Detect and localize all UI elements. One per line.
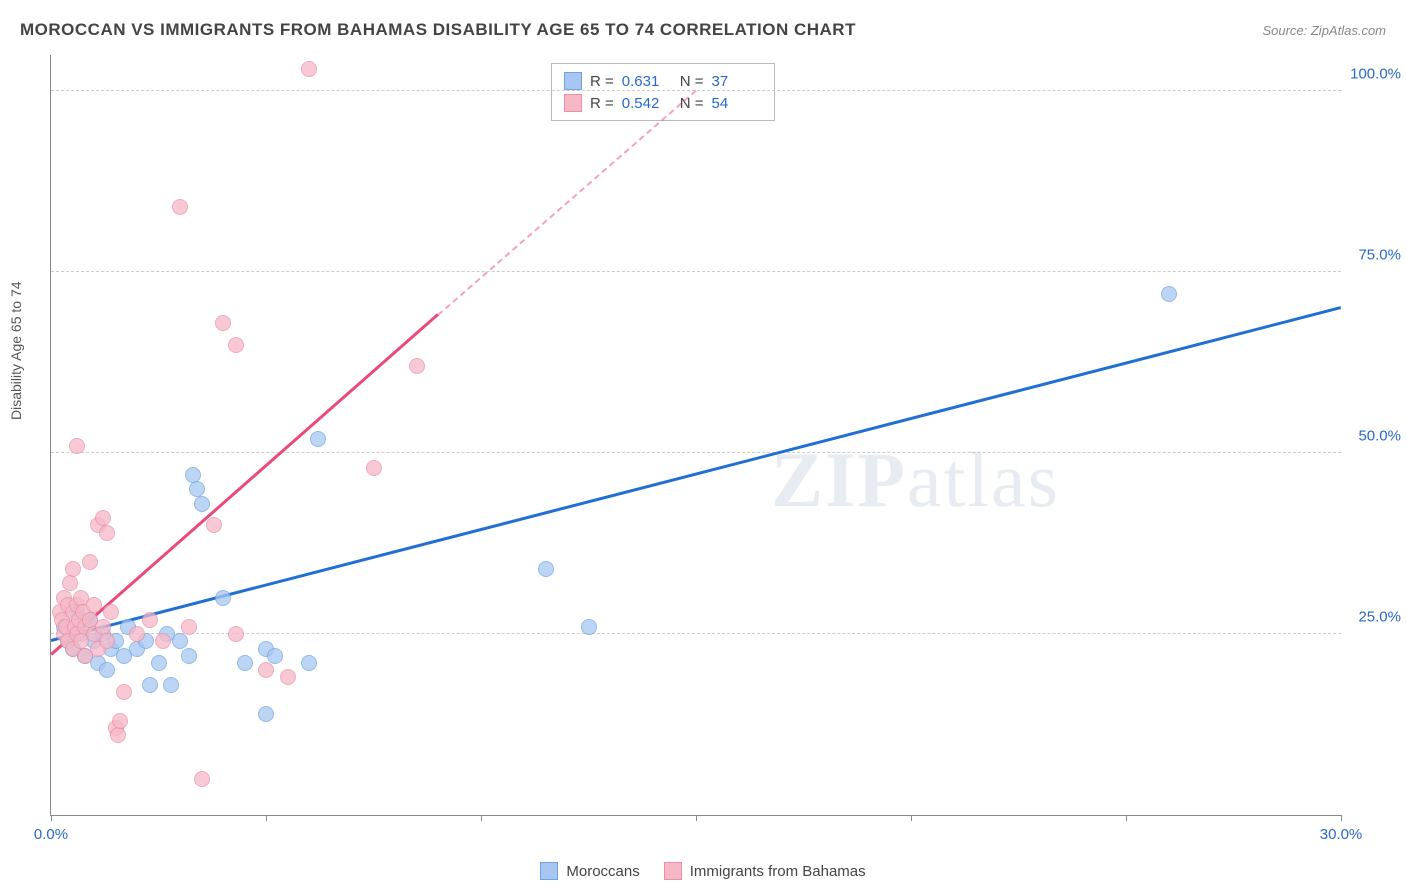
data-point xyxy=(181,619,197,635)
data-point xyxy=(258,706,274,722)
data-point xyxy=(280,669,296,685)
data-point xyxy=(366,460,382,476)
x-tick xyxy=(266,815,267,821)
data-point xyxy=(206,517,222,533)
x-tick xyxy=(1126,815,1127,821)
data-point xyxy=(142,677,158,693)
y-tick-label: 50.0% xyxy=(1346,428,1401,445)
data-point xyxy=(129,626,145,642)
x-tick xyxy=(911,815,912,821)
data-point xyxy=(142,612,158,628)
data-point xyxy=(116,684,132,700)
x-tick xyxy=(51,815,52,821)
data-point xyxy=(310,431,326,447)
gridline xyxy=(51,633,1341,634)
data-point xyxy=(62,575,78,591)
data-point xyxy=(228,626,244,642)
data-point xyxy=(112,713,128,729)
data-point xyxy=(237,655,253,671)
data-point xyxy=(181,648,197,664)
data-point xyxy=(215,315,231,331)
x-tick xyxy=(1341,815,1342,821)
data-point xyxy=(409,358,425,374)
data-point xyxy=(155,633,171,649)
data-point xyxy=(82,554,98,570)
trendline xyxy=(51,306,1342,641)
data-point xyxy=(99,662,115,678)
gridline xyxy=(51,452,1341,453)
data-point xyxy=(110,727,126,743)
data-point xyxy=(228,337,244,353)
chart-header: MOROCCAN VS IMMIGRANTS FROM BAHAMAS DISA… xyxy=(20,20,1386,40)
y-tick-label: 100.0% xyxy=(1346,66,1401,83)
legend-label: Immigrants from Bahamas xyxy=(690,863,866,880)
chart-source: Source: ZipAtlas.com xyxy=(1262,23,1386,38)
data-point xyxy=(258,662,274,678)
stats-row-bahamas: R = 0.542 N = 54 xyxy=(564,92,762,114)
data-point xyxy=(65,561,81,577)
data-point xyxy=(267,648,283,664)
swatch-moroccans xyxy=(564,72,582,90)
data-point xyxy=(301,61,317,77)
watermark: ZIPatlas xyxy=(771,435,1060,525)
data-point xyxy=(86,597,102,613)
data-point xyxy=(163,677,179,693)
legend-label: Moroccans xyxy=(566,863,639,880)
data-point xyxy=(215,590,231,606)
data-point xyxy=(194,771,210,787)
data-point xyxy=(99,525,115,541)
data-point xyxy=(301,655,317,671)
data-point xyxy=(103,604,119,620)
legend-swatch-moroccans xyxy=(540,862,558,880)
data-point xyxy=(172,633,188,649)
data-point xyxy=(99,633,115,649)
stats-row-moroccans: R = 0.631 N = 37 xyxy=(564,70,762,92)
correlation-stats-box: R = 0.631 N = 37 R = 0.542 N = 54 xyxy=(551,63,775,121)
y-tick-label: 75.0% xyxy=(1346,247,1401,264)
x-tick-label: 30.0% xyxy=(1320,826,1363,843)
data-point xyxy=(69,438,85,454)
x-tick-label: 0.0% xyxy=(34,826,68,843)
legend-item-moroccans: Moroccans xyxy=(540,862,639,880)
data-point xyxy=(1161,286,1177,302)
y-axis-label: Disability Age 65 to 74 xyxy=(8,281,24,420)
data-point xyxy=(538,561,554,577)
data-point xyxy=(194,496,210,512)
chart-legend: Moroccans Immigrants from Bahamas xyxy=(0,862,1406,880)
legend-item-bahamas: Immigrants from Bahamas xyxy=(664,862,866,880)
data-point xyxy=(151,655,167,671)
trendline-extrapolated xyxy=(437,89,696,315)
gridline xyxy=(51,271,1341,272)
data-point xyxy=(172,199,188,215)
x-tick xyxy=(696,815,697,821)
y-tick-label: 25.0% xyxy=(1346,609,1401,626)
x-tick xyxy=(481,815,482,821)
data-point xyxy=(581,619,597,635)
scatter-chart: ZIPatlas R = 0.631 N = 37 R = 0.542 N = … xyxy=(50,55,1341,816)
swatch-bahamas xyxy=(564,94,582,112)
chart-title: MOROCCAN VS IMMIGRANTS FROM BAHAMAS DISA… xyxy=(20,20,856,40)
legend-swatch-bahamas xyxy=(664,862,682,880)
